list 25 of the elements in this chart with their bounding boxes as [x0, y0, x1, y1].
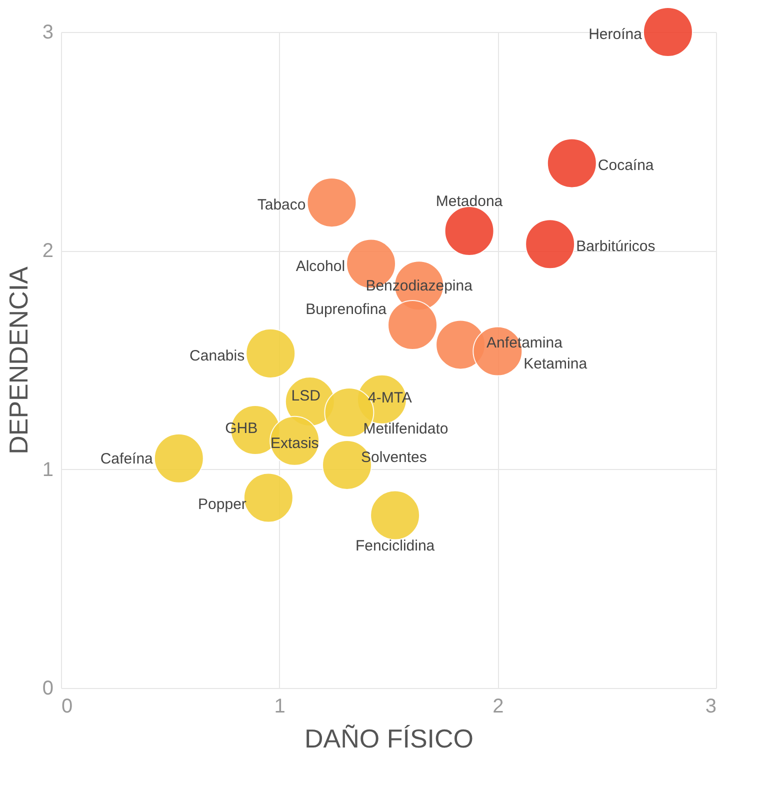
series-label: Popper: [198, 496, 246, 513]
x-tick-label: 1: [274, 696, 286, 718]
y-tick-label: 2: [42, 240, 54, 262]
series-label: Metadona: [436, 192, 504, 210]
series-label: Tabaco: [257, 196, 306, 214]
series-label: Metilfenidato: [363, 420, 448, 438]
y-tick-label: 3: [42, 22, 54, 44]
x-axis-title: DAÑO FÍSICO: [304, 724, 474, 754]
series-label: Alcohol: [296, 258, 346, 275]
series-label: Fenciclidina: [355, 537, 436, 554]
series-label: Cafeína: [100, 450, 154, 468]
series-label: Extasis: [270, 434, 319, 452]
series-label: Heroína: [588, 26, 643, 43]
series-label: Cocaína: [598, 157, 654, 174]
x-tick-label: 2: [492, 696, 504, 718]
y-axis-title: DEPENDENCIA: [3, 266, 34, 454]
series-label: Barbitúricos: [576, 238, 656, 256]
series-label: Buprenofina: [306, 301, 388, 318]
x-tick-label: 3: [705, 696, 716, 718]
series-label: Ketamina: [524, 355, 588, 372]
series-label: Canabis: [190, 347, 245, 364]
y-tick-label: 1: [42, 458, 54, 481]
series-label: LSD: [291, 388, 321, 405]
x-tick-label: 0: [62, 696, 73, 718]
y-tick-label: 0: [42, 678, 54, 700]
